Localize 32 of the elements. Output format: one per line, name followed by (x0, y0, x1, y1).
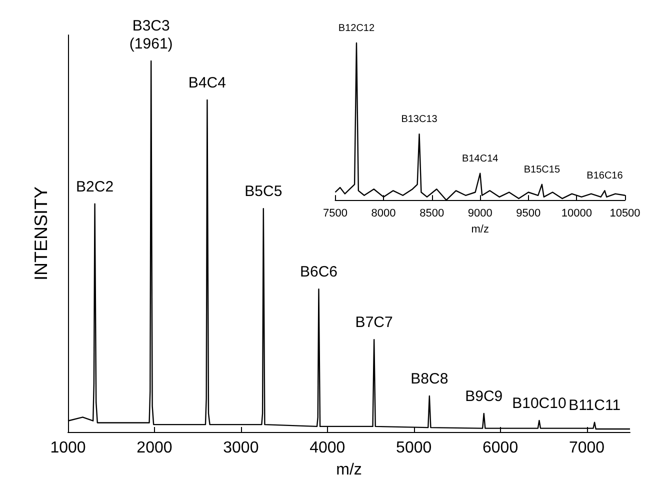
x-axis-title: m/z (336, 462, 362, 478)
x-tick-label: 8500 (420, 208, 444, 220)
x-tick-label: 10500 (610, 208, 640, 220)
x-tick-label: 9500 (516, 208, 541, 220)
annotation: B3C3 (1961) (129, 17, 173, 52)
annotation: B16C16 (586, 170, 624, 182)
annotation: B2C2 (76, 178, 114, 196)
annotation: B6C6 (300, 264, 338, 281)
y-axis-title: INTENSITY (31, 186, 51, 281)
x-tick-label: 1000 (50, 440, 86, 456)
x-tick-label: 2000 (136, 440, 172, 456)
x-tick-label: 3000 (223, 440, 259, 456)
x-tick-label: 7000 (568, 440, 605, 456)
annotation: B4C4 (188, 74, 226, 92)
annotation: B8C8 (410, 370, 448, 388)
x-tick-label: 8000 (371, 208, 396, 220)
x-tick-label: 7500 (322, 208, 348, 220)
x-tick-label: 5000 (396, 440, 432, 456)
x-tick-label: 4000 (310, 440, 346, 456)
annotation: B13C13 (401, 114, 438, 126)
annotation: B12C12 (338, 22, 375, 34)
x-tick-label: 9000 (468, 208, 492, 220)
annotation: B5C5 (244, 183, 282, 200)
annotation: B11C11 (568, 396, 621, 414)
x-tick-label: 6000 (482, 440, 518, 456)
annotation: B9C9 (465, 388, 503, 405)
annotation: B15C15 (524, 164, 560, 176)
annotation: B10C10 (512, 395, 566, 412)
x-tick-label: 10000 (561, 208, 592, 220)
annotation: B7C7 (355, 314, 393, 332)
x-axis-title: m/z (471, 224, 489, 236)
annotation: B14C14 (462, 153, 499, 164)
